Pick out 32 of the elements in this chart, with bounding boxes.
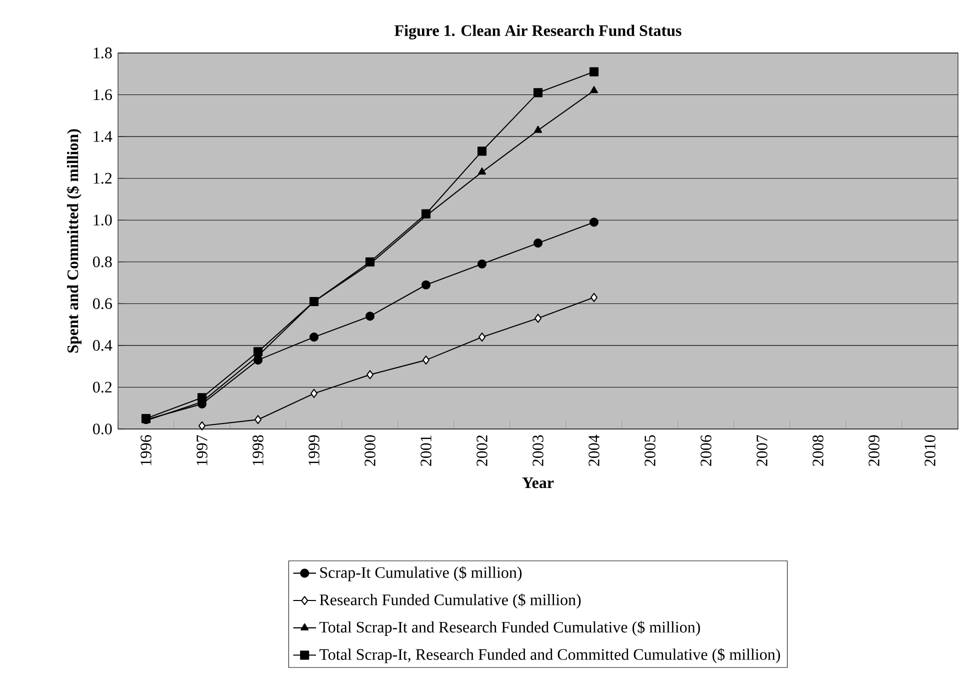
y-tick-label: 0.4 <box>93 340 112 351</box>
legend-label: Scrap-It Cumulative ($ million) <box>320 566 522 582</box>
chart-title: Figure 1. Clean Air Research Fund Status <box>394 24 682 40</box>
x-tick-label: 2002 <box>476 435 488 466</box>
y-tick-label: 1.4 <box>94 131 112 142</box>
x-tick-label: 1997 <box>196 435 208 466</box>
y-tick-label: 0.2 <box>93 382 112 393</box>
x-tick-label: 1996 <box>140 435 152 466</box>
x-tick-label: 1999 <box>308 435 320 466</box>
y-tick-label: 0.8 <box>93 256 112 268</box>
x-tick-label: 2010 <box>924 435 936 466</box>
y-tick-label: 1.0 <box>94 214 112 226</box>
y-tick-label: 1.8 <box>94 48 112 58</box>
y-tick-label: 0.0 <box>93 424 112 434</box>
y-tick-label: 0.6 <box>93 298 112 310</box>
legend-label: Total Scrap-It and Research Funded Cumulative ($ million) <box>319 620 700 636</box>
x-tick-label: 2003 <box>532 435 544 466</box>
x-tick-label: 2001 <box>420 436 432 466</box>
y-axis-title: Spent and Committed ($ million) <box>66 129 82 353</box>
x-tick-label: 2007 <box>756 435 768 466</box>
x-tick-label: 2008 <box>812 435 824 466</box>
x-tick-label: 2004 <box>588 434 600 466</box>
x-tick-label: 2005 <box>644 435 656 466</box>
x-tick-label: 1998 <box>252 435 264 466</box>
x-tick-label: 2009 <box>868 435 880 466</box>
legend-label: Total Scrap-It, Research Funded and Committed Cumulative ($ million) <box>319 648 780 664</box>
y-tick-label: 1.6 <box>94 89 112 100</box>
x-tick-label: 2006 <box>700 435 712 466</box>
legend-label: Research Funded Cumulative ($ million) <box>320 594 581 609</box>
x-axis-title: Year <box>522 478 554 488</box>
x-tick-label: 2000 <box>364 435 376 466</box>
y-tick-label: 1.2 <box>94 172 112 184</box>
